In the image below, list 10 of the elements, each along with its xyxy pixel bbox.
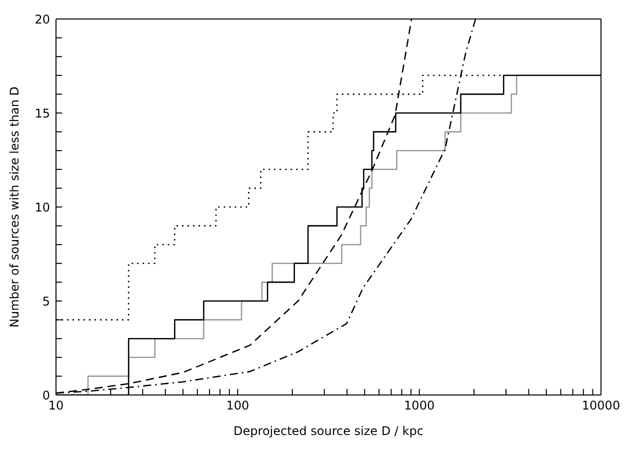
x-tick-label: 1000 bbox=[404, 398, 435, 413]
y-tick-label: 20 bbox=[34, 12, 50, 26]
x-axis-title: Deprojected source size D / kpc bbox=[234, 424, 424, 438]
x-tick-label: 100 bbox=[226, 398, 250, 413]
y-tick-label: 15 bbox=[34, 106, 50, 120]
y-tick-label: 0 bbox=[42, 388, 50, 402]
y-tick-label: 5 bbox=[42, 294, 50, 308]
y-axis-title: Number of sources with size less than D bbox=[7, 86, 22, 328]
y-tick-label: 10 bbox=[34, 200, 50, 214]
x-tick-label: 10000 bbox=[582, 398, 620, 413]
